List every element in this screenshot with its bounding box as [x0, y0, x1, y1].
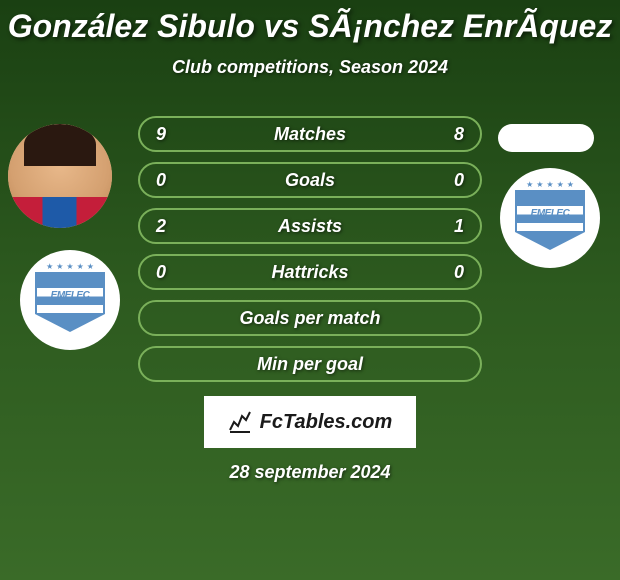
player-left-avatar [8, 124, 112, 228]
stat-label: Goals [285, 170, 335, 191]
stat-value-right: 8 [454, 124, 464, 145]
club-name-right: EMELEC [517, 208, 583, 219]
star-icon: ★ [546, 180, 553, 190]
stat-value-left: 2 [156, 216, 166, 237]
club-badge-left: ★ ★ ★ ★ ★ EMELEC [20, 250, 120, 350]
stat-row-min-per-goal: Min per goal [138, 346, 482, 382]
stat-value-right: 1 [454, 216, 464, 237]
club-badge-right: ★ ★ ★ ★ ★ EMELEC [500, 168, 600, 268]
star-icon: ★ [56, 262, 63, 272]
logo-text: FcTables.com [260, 411, 393, 434]
stat-value-left: 9 [156, 124, 166, 145]
star-icon: ★ [536, 180, 543, 190]
stat-value-left: 0 [156, 170, 166, 191]
stat-value-right: 0 [454, 262, 464, 283]
player-right-placeholder [498, 124, 594, 152]
star-icon: ★ [526, 180, 533, 190]
stat-row-assists: 2 Assists 1 [138, 208, 482, 244]
star-icon: ★ [77, 262, 84, 272]
stat-row-matches: 9 Matches 8 [138, 116, 482, 152]
stat-label: Assists [278, 216, 342, 237]
logo-box: FcTables.com [204, 396, 416, 448]
date-text: 28 september 2024 [0, 462, 620, 483]
star-icon: ★ [66, 262, 73, 272]
stat-value-left: 0 [156, 262, 166, 283]
page-title: González Sibulo vs SÃ¡nchez EnrÃ­quez [0, 0, 620, 45]
star-icon: ★ [87, 262, 94, 272]
club-name-left: EMELEC [37, 290, 103, 301]
stat-row-hattricks: 0 Hattricks 0 [138, 254, 482, 290]
stat-label: Hattricks [271, 262, 348, 283]
star-icon: ★ [557, 180, 564, 190]
stat-label: Min per goal [257, 354, 363, 375]
stat-label: Matches [274, 124, 346, 145]
stat-label: Goals per match [239, 308, 380, 329]
star-icon: ★ [46, 262, 53, 272]
stat-row-goals-per-match: Goals per match [138, 300, 482, 336]
subtitle: Club competitions, Season 2024 [0, 57, 620, 78]
stat-value-right: 0 [454, 170, 464, 191]
star-icon: ★ [567, 180, 574, 190]
chart-icon [228, 410, 252, 434]
stat-row-goals: 0 Goals 0 [138, 162, 482, 198]
